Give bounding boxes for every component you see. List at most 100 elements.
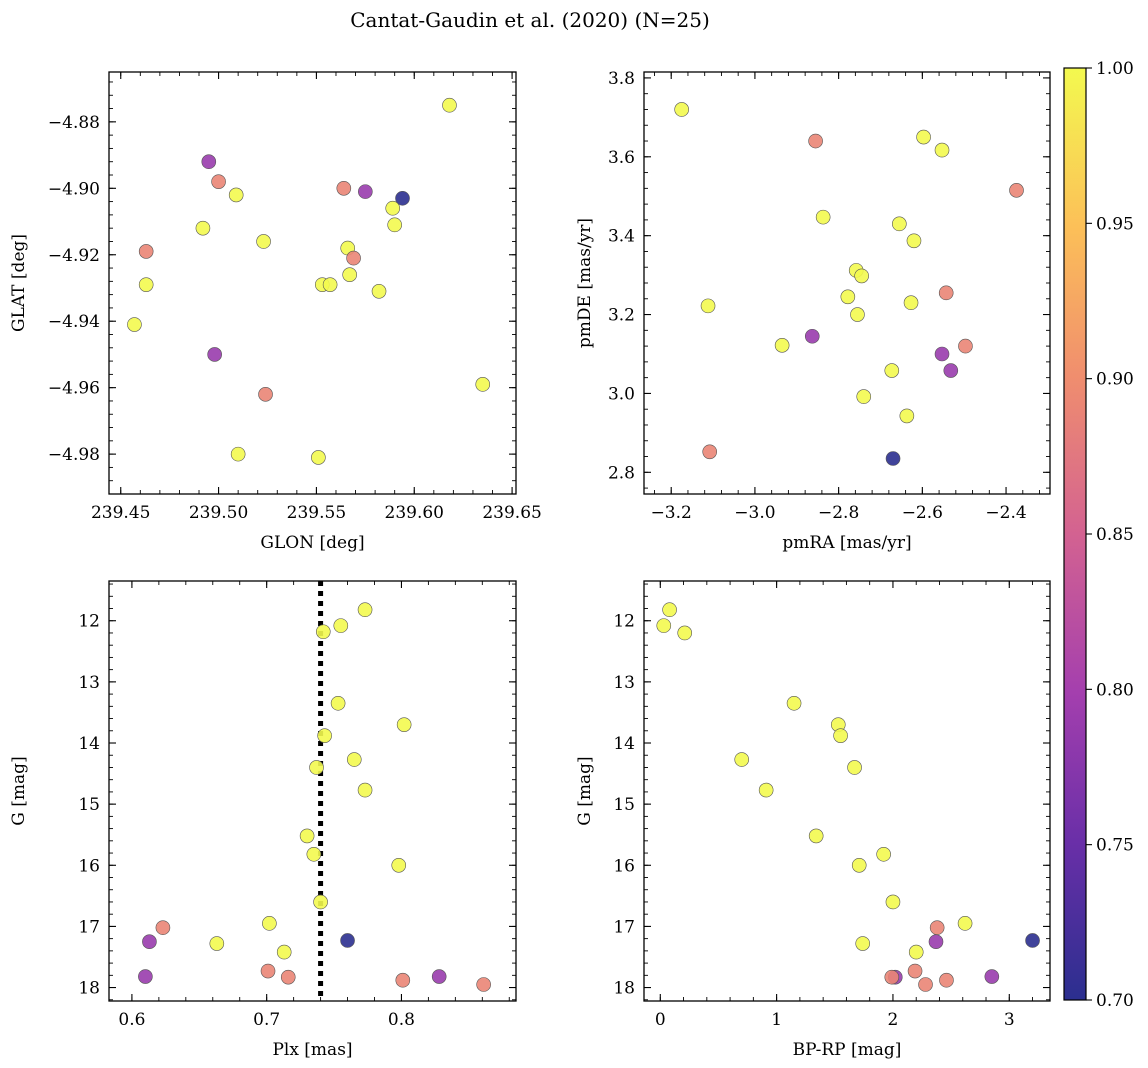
data-point	[127, 317, 142, 332]
data-point	[396, 717, 412, 732]
data-point	[155, 920, 171, 935]
data-point	[934, 142, 950, 158]
data-point	[395, 190, 410, 206]
data-point	[276, 944, 292, 960]
y-tick-label: 15	[78, 795, 100, 815]
data-point	[939, 972, 954, 988]
ticks: 0.6 0.7 0.8 12 13 14 15 16 17 18	[78, 581, 516, 1030]
x-axis-label: pmRA [mas/yr]	[782, 533, 911, 553]
data-point	[201, 154, 217, 170]
colorbar-tick-label: 0.75	[1096, 836, 1134, 856]
scatter-panel-3: 0.6 0.7 0.8 12 13 14 15 16 17 18 Plx [mas] G [mag]	[9, 580, 517, 1060]
y-tick-label: 3.8	[608, 69, 635, 89]
data-point	[903, 295, 919, 311]
data-point	[387, 217, 402, 233]
y-tick-label: −4.92	[48, 246, 100, 266]
y-axis-label: G [mag]	[9, 756, 29, 825]
data-point	[346, 752, 362, 767]
data-point	[928, 934, 944, 949]
axes-frame	[108, 71, 517, 495]
data-point	[700, 298, 716, 314]
data-point	[804, 328, 820, 344]
data-point	[138, 277, 154, 292]
data-point	[957, 916, 973, 931]
data-point	[346, 250, 361, 266]
y-tick-label: −4.90	[48, 179, 100, 199]
data-point	[786, 695, 802, 711]
y-tick-label: 17	[78, 917, 100, 937]
data-point	[138, 244, 154, 259]
y-tick-label: 12	[613, 612, 635, 632]
data-point	[475, 377, 491, 392]
data-point	[854, 268, 869, 284]
data-point	[333, 618, 349, 633]
y-tick-label: 3.4	[608, 227, 635, 247]
x-tick-label: 0	[655, 1010, 666, 1030]
data-point	[358, 184, 373, 199]
x-axis-label: BP-RP [mag]	[793, 1040, 902, 1060]
data-point	[702, 444, 718, 460]
ticks: 239.45 239.50 239.55 239.60 239.65 −4.98 −4.96…	[48, 72, 542, 523]
data-point	[1025, 933, 1040, 948]
colorbar-tick-label: 0.85	[1096, 525, 1134, 545]
data-point	[317, 728, 332, 743]
data-point	[984, 969, 1000, 984]
y-tick-label: 18	[78, 979, 100, 999]
data-point	[230, 446, 246, 462]
data-point	[209, 936, 225, 951]
data-point	[892, 216, 907, 232]
x-tick-label: −2.4	[985, 503, 1026, 523]
x-tick-label: 239.45	[91, 503, 150, 523]
data-point	[395, 972, 411, 988]
data-point	[758, 782, 774, 798]
data-point	[371, 284, 387, 299]
data-point	[336, 180, 352, 196]
x-tick-label: 239.50	[189, 503, 248, 523]
x-tick-label: 239.60	[385, 503, 444, 523]
y-tick-label: 16	[78, 856, 100, 876]
data-point	[907, 963, 923, 979]
data-point	[357, 602, 373, 618]
data-point	[916, 129, 931, 145]
points	[127, 97, 491, 465]
data-point	[299, 828, 315, 844]
ticks: −3.2 −3.0 −2.8 −2.6 −2.4 2.8 3.0 3.2 3.4 3.6 3.8	[608, 69, 1050, 523]
y-axis-label: GLAT [deg]	[9, 234, 29, 332]
data-point	[260, 963, 276, 979]
data-point	[258, 387, 273, 402]
y-axis-label: G [mag]	[575, 756, 595, 825]
data-point	[884, 969, 900, 985]
x-axis-label: GLON [deg]	[260, 533, 364, 553]
data-point	[808, 828, 824, 844]
data-point	[476, 977, 491, 992]
data-point	[662, 602, 677, 618]
data-point	[840, 289, 856, 305]
data-point	[313, 894, 328, 910]
data-point	[142, 934, 157, 949]
data-point	[876, 846, 891, 862]
data-point	[958, 338, 973, 354]
data-point	[262, 916, 277, 931]
data-point	[138, 969, 153, 984]
y-tick-label: 3.2	[608, 306, 635, 326]
y-tick-label: 15	[613, 795, 635, 815]
data-point	[309, 760, 324, 775]
axes-frame	[643, 71, 1051, 495]
y-tick-label: 2.8	[608, 463, 635, 483]
y-tick-label: −4.98	[48, 445, 100, 465]
x-tick-label: 1	[771, 1010, 782, 1030]
data-point	[306, 846, 322, 862]
data-point	[256, 234, 271, 249]
y-tick-label: 12	[78, 612, 100, 632]
y-tick-label: 13	[613, 673, 635, 693]
data-point	[207, 347, 222, 362]
data-point	[311, 450, 326, 465]
data-point	[656, 618, 672, 633]
data-point	[774, 338, 790, 353]
x-tick-label: 239.55	[287, 503, 346, 523]
data-point	[211, 174, 226, 189]
data-point	[885, 894, 901, 910]
